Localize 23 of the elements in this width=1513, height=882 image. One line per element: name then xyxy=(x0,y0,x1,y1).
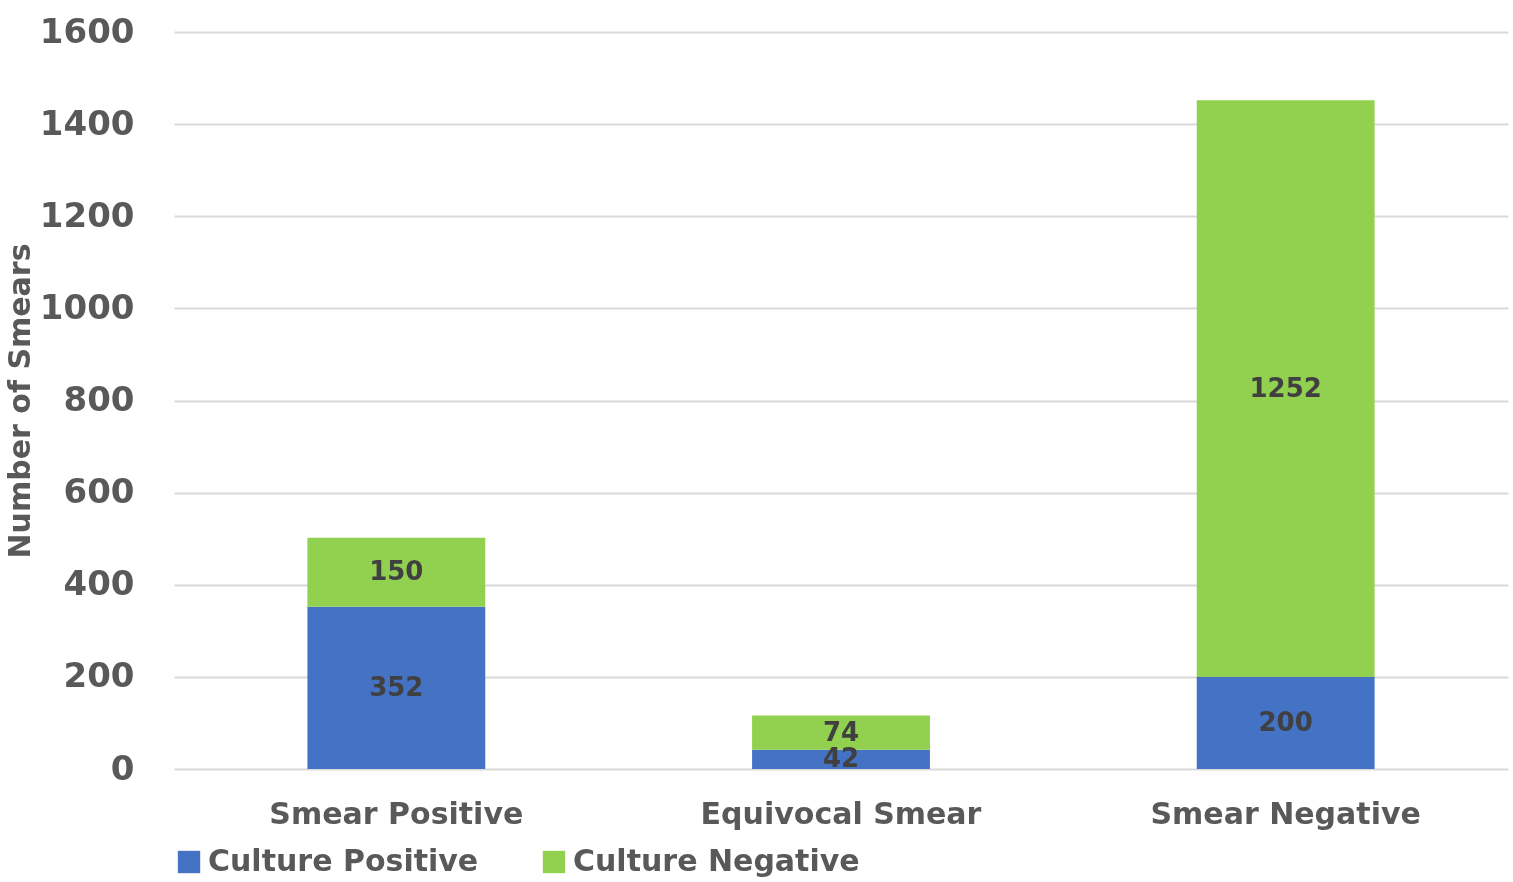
x-tick-label: Smear Positive xyxy=(269,795,524,831)
bar xyxy=(1196,100,1375,677)
data-label: 352 xyxy=(369,671,424,702)
y-tick-label: 1600 xyxy=(39,10,135,51)
data-label: 200 xyxy=(1258,706,1313,737)
bar xyxy=(1196,676,1375,769)
y-tick-label: 400 xyxy=(63,563,135,604)
y-tick-label: 1200 xyxy=(39,194,135,235)
legend-label: Culture Positive xyxy=(208,843,479,878)
x-tick-label: Equivocal Smear xyxy=(700,795,982,831)
y-tick-label: 0 xyxy=(110,747,135,788)
legend-label: Culture Negative xyxy=(573,843,860,878)
data-label: 150 xyxy=(369,556,424,587)
y-tick-label: 1000 xyxy=(39,286,135,327)
bar xyxy=(307,606,486,769)
x-tick-label: Smear Negative xyxy=(1150,795,1421,831)
data-label: 1252 xyxy=(1249,372,1322,403)
y-tick-label: 1400 xyxy=(39,102,135,143)
y-tick-label: 800 xyxy=(63,379,135,419)
y-axis-title: Number of Smears xyxy=(1,243,37,559)
y-tick-label: 200 xyxy=(63,655,135,696)
bar xyxy=(307,537,486,607)
y-tick-label: 600 xyxy=(63,471,135,512)
